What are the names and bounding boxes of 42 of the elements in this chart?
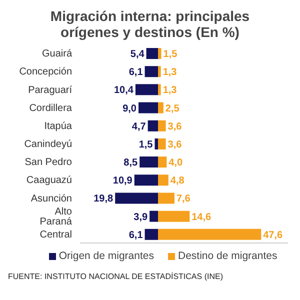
data-label: 19,8 <box>94 194 114 205</box>
y-tick-label: Cordillera <box>29 102 72 114</box>
source-note: FUENTE: INSTITUTO NACIONAL DE ESTADÍSTICAS (INE) <box>8 272 224 281</box>
data-label: 1,3 <box>162 85 178 96</box>
data-label: 2,5 <box>165 103 180 114</box>
y-tick-label: Caaguazú <box>26 175 72 186</box>
data-label: 7,6 <box>176 194 191 205</box>
data-label: 3,6 <box>168 121 182 132</box>
data-label: 1,5 <box>163 49 178 60</box>
data-label: 3,9 <box>134 212 148 223</box>
data-label: 3,6 <box>168 139 182 150</box>
data-label: 1,5 <box>138 139 154 150</box>
bar <box>150 210 158 222</box>
data-label: 10,4 <box>114 85 134 96</box>
data-label: 14,6 <box>192 212 212 223</box>
data-label: 5,4 <box>130 49 145 60</box>
data-label: 1,3 <box>162 67 178 78</box>
data-label: 4,8 <box>170 176 185 187</box>
y-tick-label: Concepción <box>19 66 72 78</box>
y-tick-label: Central <box>40 230 72 241</box>
y-tick-label: Canindeyú <box>24 139 72 150</box>
data-label: 10,9 <box>112 176 133 187</box>
y-tick-label: Paraguarí <box>28 84 72 96</box>
bar <box>158 84 161 96</box>
y-tick-label: Asunción <box>30 193 72 204</box>
y-tick-label: Alto Paraná <box>40 206 72 228</box>
data-label: 6,1 <box>128 230 144 241</box>
y-tick-label: Itapúa <box>44 120 72 132</box>
legend-label: Destino de migrantes <box>178 250 278 262</box>
bar <box>158 66 161 78</box>
data-label: 4,0 <box>168 158 184 169</box>
data-label: 4,7 <box>132 121 146 132</box>
data-label: 9,0 <box>122 103 137 114</box>
data-label: 47,6 <box>263 230 284 241</box>
data-label: 6,1 <box>128 67 144 78</box>
legend-label: Origen de migrantes <box>58 250 154 262</box>
bar <box>158 102 164 114</box>
bar <box>144 228 158 240</box>
chart-title: Migración interna: principales orígenes y destinos (En %) <box>49 8 251 40</box>
y-tick-label: Guairá <box>42 48 72 60</box>
y-tick-label: San Pedro <box>24 157 72 168</box>
data-label: 8,5 <box>124 158 138 169</box>
